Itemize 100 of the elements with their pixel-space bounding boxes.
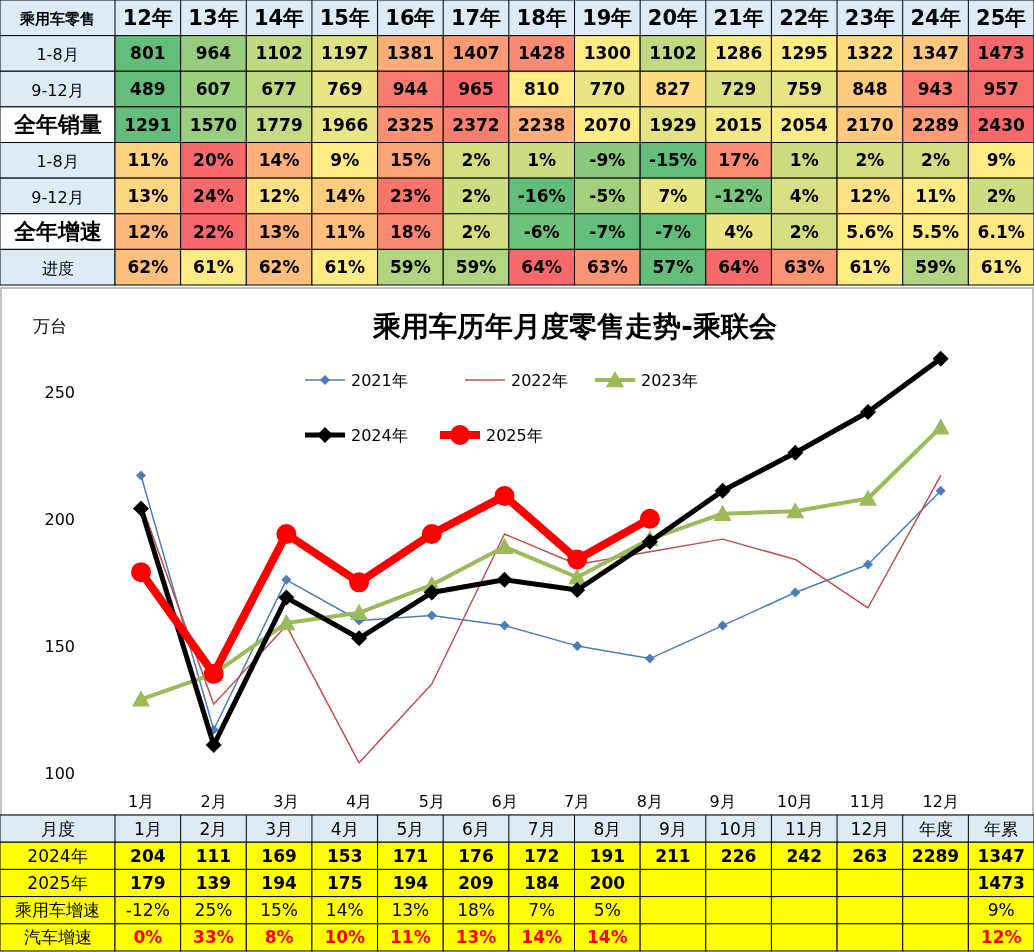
point xyxy=(421,524,442,545)
x-tick-label: 12年 xyxy=(122,5,173,30)
point xyxy=(281,574,292,585)
data-label: 11% xyxy=(127,150,169,171)
point xyxy=(349,572,370,593)
data-label: 4% xyxy=(789,185,819,206)
point xyxy=(496,571,513,588)
point xyxy=(790,587,801,598)
data-label: 944 xyxy=(392,79,429,100)
legend-label: 2023年 xyxy=(641,371,698,390)
legend-label: 2024年 xyxy=(351,426,408,445)
data-label: 12% xyxy=(849,185,891,206)
data-label: 1% xyxy=(527,150,557,171)
x-tick-label: 11月 xyxy=(849,792,887,811)
data-label: 2372 xyxy=(452,114,500,135)
data-label: -7% xyxy=(655,221,691,242)
data-label: 2170 xyxy=(846,114,894,135)
data-label: 677 xyxy=(261,79,297,100)
point xyxy=(714,482,731,499)
x-tick-label: 1月 xyxy=(127,792,155,811)
data-label: 2325 xyxy=(386,114,435,135)
data-label: 943 xyxy=(917,79,954,100)
data-label: 9% xyxy=(330,150,360,171)
point xyxy=(860,404,876,421)
x-tick-label: 10月 xyxy=(777,792,814,811)
data-label: 1407 xyxy=(452,43,500,64)
x-tick-label: 17年 xyxy=(450,5,502,30)
point xyxy=(717,620,728,631)
x-tick-label: 4月 xyxy=(346,792,373,811)
x-tick-label: 9月 xyxy=(709,792,736,811)
data-label: 1291 xyxy=(124,114,172,135)
data-label: -15% xyxy=(649,150,697,171)
x-tick-label: 16年 xyxy=(385,5,436,30)
x-tick-label: 3月 xyxy=(273,792,300,811)
point xyxy=(494,485,515,506)
data-label: 957 xyxy=(983,79,1019,100)
x-tick-label: 2月 xyxy=(200,792,227,811)
data-label: 11% xyxy=(324,221,366,242)
data-label: -6% xyxy=(523,221,560,242)
data-label: 61% xyxy=(324,257,366,278)
data-label: 18% xyxy=(390,221,431,242)
data-label: 64% xyxy=(718,257,759,278)
data-label: 63% xyxy=(783,257,825,278)
y-tick-label: 200 xyxy=(44,509,75,529)
legend-label: 2021年 xyxy=(351,371,408,390)
data-label: 6.1% xyxy=(977,221,1025,242)
data-label: 2% xyxy=(921,150,950,171)
data-label: 1347 xyxy=(911,43,960,64)
point xyxy=(423,584,440,601)
point xyxy=(644,653,655,664)
point xyxy=(863,559,873,570)
data-label: -5% xyxy=(589,185,626,206)
point xyxy=(351,630,368,647)
point xyxy=(205,737,222,754)
data-label: 2% xyxy=(986,185,1016,206)
point xyxy=(713,504,732,521)
point xyxy=(278,589,295,606)
legend-label: 2022年 xyxy=(511,371,568,390)
data-label: 848 xyxy=(852,79,888,100)
x-tick-label: 19年 xyxy=(582,5,633,30)
x-tick-label: 8月 xyxy=(636,792,663,811)
data-label: 489 xyxy=(130,79,166,100)
x-tick-label: 18年 xyxy=(516,5,567,30)
x-tick-label: 6月 xyxy=(491,792,518,811)
point xyxy=(787,444,804,461)
data-label: 2% xyxy=(461,221,491,242)
y-tick-label: 进度 xyxy=(41,259,74,279)
point xyxy=(859,489,877,506)
data-label: 5.6% xyxy=(846,221,894,242)
data-label: 1322 xyxy=(846,43,894,64)
data-label: 12% xyxy=(258,185,300,206)
point xyxy=(935,485,946,496)
data-label: 2% xyxy=(855,150,885,171)
data-label: 11% xyxy=(915,185,956,206)
data-label: 964 xyxy=(195,43,232,64)
data-label: -9% xyxy=(589,150,626,171)
data-label: -7% xyxy=(589,221,626,242)
point xyxy=(572,640,583,651)
legend-label: 2025年 xyxy=(486,426,543,445)
x-tick-label: 24年 xyxy=(910,5,961,30)
data-label: 2054 xyxy=(780,114,829,135)
x-tick-label: 23年 xyxy=(844,5,896,30)
data-label: 9% xyxy=(986,150,1016,171)
data-label: 62% xyxy=(127,257,169,278)
data-label: 1197 xyxy=(321,43,369,64)
data-label: 13% xyxy=(258,221,300,242)
data-label: 1102 xyxy=(649,43,697,64)
y-tick-label: 100 xyxy=(44,764,75,783)
data-label: 759 xyxy=(786,79,822,100)
data-label: 5.5% xyxy=(911,221,960,242)
data-label: 1779 xyxy=(255,114,303,135)
data-label: 12% xyxy=(127,221,169,242)
point xyxy=(132,690,150,707)
point xyxy=(567,549,588,570)
y-tick-label: 250 xyxy=(44,382,75,402)
data-label: 1286 xyxy=(714,43,763,64)
data-label: 15% xyxy=(390,150,431,171)
data-label: 1570 xyxy=(189,114,238,135)
point xyxy=(931,418,950,435)
data-label: 1929 xyxy=(649,114,697,135)
